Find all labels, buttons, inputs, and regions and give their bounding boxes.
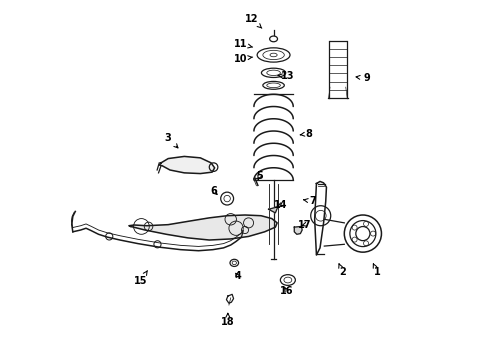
Text: 5: 5 <box>256 171 263 181</box>
Text: 16: 16 <box>280 287 294 296</box>
Text: 13: 13 <box>278 71 294 81</box>
Text: 1: 1 <box>373 264 381 277</box>
Text: 18: 18 <box>221 313 235 327</box>
Text: 2: 2 <box>339 264 346 277</box>
Text: 10: 10 <box>234 54 253 64</box>
Polygon shape <box>129 215 277 240</box>
Polygon shape <box>294 226 302 234</box>
Polygon shape <box>159 157 215 174</box>
Text: 8: 8 <box>300 129 313 139</box>
Text: 14: 14 <box>274 200 288 210</box>
Text: 6: 6 <box>211 186 217 197</box>
Text: 7: 7 <box>304 197 316 206</box>
Text: 12: 12 <box>245 14 262 28</box>
Text: 4: 4 <box>235 271 241 282</box>
Polygon shape <box>269 207 278 213</box>
Text: 9: 9 <box>356 73 370 83</box>
Text: 3: 3 <box>165 133 178 148</box>
Text: 17: 17 <box>298 220 312 230</box>
Text: 11: 11 <box>234 39 253 49</box>
Text: 15: 15 <box>134 271 147 286</box>
